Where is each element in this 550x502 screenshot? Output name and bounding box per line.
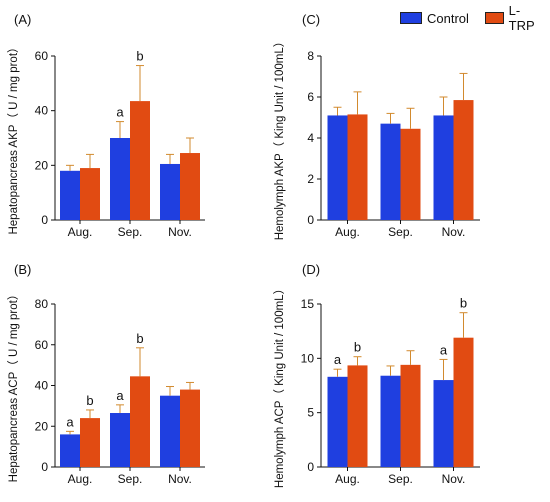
panel-d-y-tick-label: 10 [301,351,315,365]
panel-a-y-tick-label: 40 [35,104,49,118]
panel-c-bar-ltrp [400,128,421,220]
panel-d-y-axis-label: Hemolymph ACP（ King Unit / 100mL） [273,283,286,488]
panel-a-x-tick-label: Sep. [118,225,143,239]
panel-a-significance-ltrp: b [136,49,143,64]
panel-a-label: (A) [14,12,31,27]
panel-d-bar-control [380,375,401,467]
panel-d-bar-control [433,380,454,467]
panel-c-y-axis-label: Hemolymph AKP（ King Unit / 100mL） [273,36,286,241]
panel-a-significance-control: a [116,105,124,120]
panel-a-bar-ltrp [80,168,100,220]
legend-item-ltrp: L-TRP [484,3,540,33]
panel-b-x-tick-label: Aug. [68,472,93,486]
panel-b-y-tick-label: 0 [41,460,48,474]
panel-c-x-tick-label: Aug. [335,225,360,239]
panel-d-significance-ltrp: b [354,340,361,355]
panel-d-significance-ltrp: b [460,296,467,311]
panel-d-x-tick-label: Sep. [388,472,413,486]
panel-d-y-tick-label: 0 [307,460,314,474]
panel-d-bar-ltrp [400,364,421,467]
panel-c-y-tick-label: 0 [307,213,314,227]
panel-a-y-tick-label: 60 [35,49,49,63]
panel-b-bar-control [160,395,180,467]
panel-b-significance-ltrp: b [86,393,93,408]
panel-c-bar-ltrp [453,100,474,220]
panel-b-y-tick-label: 40 [35,379,49,393]
panel-d-x-tick-label: Nov. [442,472,466,486]
panel-c-bar-ltrp [347,114,368,220]
panel-d-bar-ltrp [453,337,474,467]
panel-a-y-tick-label: 20 [35,158,49,172]
legend-item-control: Control [400,11,469,26]
panel-a-x-tick-label: Nov. [168,225,192,239]
panel-b-x-tick-label: Sep. [118,472,143,486]
panel-b-y-axis-label: Hepatopancreas ACP（ U / mg prot） [7,289,20,483]
panel-a-bar-control [60,170,80,220]
panel-d-bar-control [327,376,348,467]
panel-b-x-tick-label: Nov. [168,472,192,486]
panel-a-bar-control [110,138,130,220]
panel-b-bar-ltrp [130,376,150,467]
panel-c-label: (C) [302,12,320,27]
panel-b-significance-control: a [116,388,124,403]
panel-d-bar-ltrp [347,365,368,467]
legend: Control L-TRP [400,3,550,33]
panel-c-bar-control [380,123,401,220]
panel-c-y-tick-label: 8 [307,49,314,63]
panel-b-bar-ltrp [180,389,200,467]
panel-c-y-tick-label: 2 [307,172,314,186]
panel-c-bar-control [327,115,348,220]
legend-label-ltrp: L-TRP [508,3,535,33]
panel-b-significance-ltrp: b [136,331,143,346]
legend-swatch-ltrp [484,12,504,24]
panel-a-bar-control [160,163,180,220]
panel-b-bar-ltrp [80,418,100,467]
panel-a-bar-ltrp [130,101,150,220]
panel-d-y-tick-label: 5 [307,406,314,420]
panel-b-label: (B) [14,262,31,277]
panel-a-x-tick-label: Aug. [68,225,93,239]
panel-b-bar-control [110,413,130,467]
panel-b-y-tick-label: 80 [35,297,49,311]
panel-b-bar-control [60,434,80,467]
panel-d-x-tick-label: Aug. [335,472,360,486]
panel-b-y-tick-label: 20 [35,419,49,433]
panel-d-significance-control: a [334,352,342,367]
panel-b-y-tick-label: 60 [35,338,49,352]
panel-c-x-tick-label: Nov. [442,225,466,239]
panel-a-bar-ltrp [180,153,200,220]
panel-a-y-tick-label: 0 [41,213,48,227]
panel-c-bar-control [433,115,454,220]
panel-c-y-tick-label: 4 [307,131,314,145]
legend-label-control: Control [427,10,469,26]
panel-a-y-axis-label: Hepatopancreas AKP（ U / mg prot） [7,41,20,234]
panel-b-significance-control: a [66,414,74,429]
panel-d-label: (D) [302,262,320,277]
panel-d-y-tick-label: 15 [301,297,315,311]
panel-d-significance-control: a [440,342,448,357]
panel-c-x-tick-label: Sep. [388,225,413,239]
panel-c-y-tick-label: 6 [307,90,314,104]
legend-swatch-control [400,12,422,24]
